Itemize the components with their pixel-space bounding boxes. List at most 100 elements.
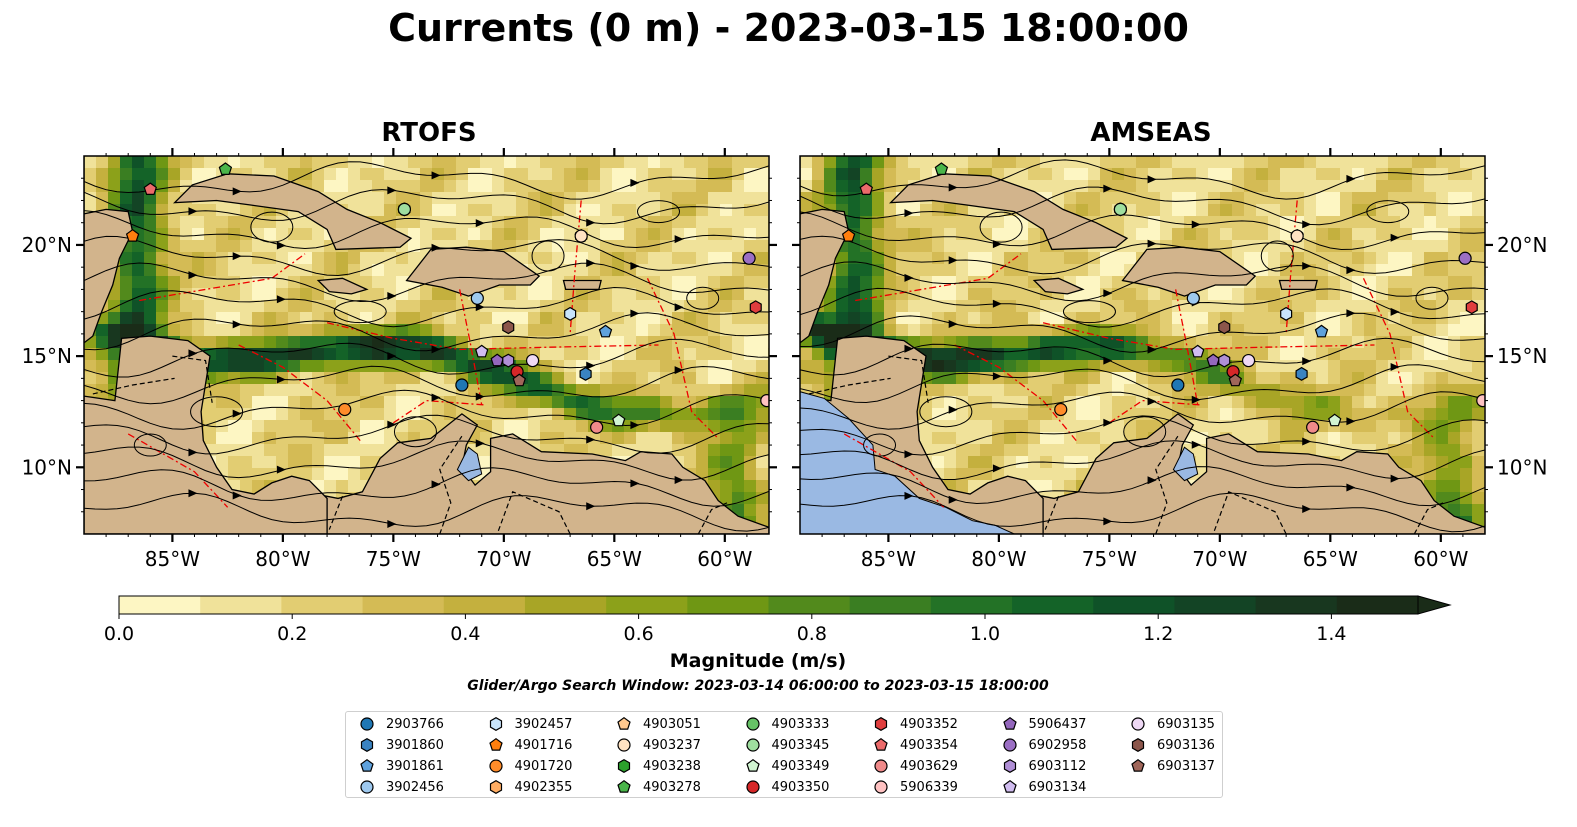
legend-marker	[1002, 738, 1017, 752]
platform-marker	[564, 306, 577, 321]
legend-item: 4903237	[615, 735, 701, 755]
colorbar-tick-label: 0.6	[623, 623, 653, 645]
legend-label: 6903134	[1028, 779, 1087, 795]
platform-marker	[749, 300, 762, 315]
platform-marker	[1218, 353, 1231, 368]
legend-marker	[1003, 759, 1016, 773]
map-panel-amseas[interactable]: 85°W 80°W 75°W 70°W 65°W 60°W 20°N 15°N 10°N	[792, 148, 1547, 571]
platform-marker	[470, 291, 484, 305]
colorbar-segment	[1093, 596, 1175, 614]
colorbar-segment	[606, 596, 688, 614]
legend-marker	[360, 758, 374, 772]
legend-label: 4903237	[643, 737, 701, 753]
platform-marker	[1290, 229, 1304, 243]
platform-marker	[1054, 402, 1068, 417]
platform-marker	[125, 228, 140, 242]
colorbar-extend-arrow	[1417, 595, 1452, 615]
map-panel-rtofs[interactable]: 85°W 80°W 75°W 70°W 65°W 60°W 20°N 15°N 10°N	[22, 148, 781, 571]
legend-label: 4903629	[900, 758, 958, 774]
colorbar-tick-label: 0.2	[277, 623, 307, 645]
legend-label: 3902457	[514, 716, 573, 732]
platform-marker	[1476, 393, 1485, 408]
lon-tick-label: 85°W	[145, 547, 200, 571]
platform-marker	[1206, 353, 1220, 367]
legend-item: 4903333	[744, 714, 829, 734]
legend-item: 3902456	[358, 777, 444, 797]
legend-item: 4903350	[744, 777, 829, 797]
platform-marker	[1328, 413, 1342, 427]
platform-marker	[1306, 420, 1320, 434]
legend-label: 6903137	[1157, 758, 1215, 774]
legend-marker	[745, 758, 760, 772]
colorbar: 0.0 0.2 0.4 0.6 0.8 1.0 1.2 1.4	[104, 595, 1452, 645]
legend-item: 5906339	[872, 777, 958, 797]
legend-label: 6903135	[1157, 716, 1215, 732]
lon-tick-label: 80°W	[255, 547, 310, 571]
platform-marker	[1314, 324, 1329, 338]
colorbar-segment	[1174, 596, 1257, 614]
legend-label: 3901861	[386, 758, 444, 774]
platform-marker	[1113, 202, 1128, 216]
platform-marker	[218, 162, 233, 175]
lon-tick-label: 60°W	[1413, 547, 1468, 571]
legend-marker-shape	[1131, 758, 1145, 772]
platform-marker	[525, 353, 540, 368]
legend-marker-shape	[1131, 717, 1145, 731]
legend-label: 4903238	[643, 758, 701, 774]
legend-marker	[874, 717, 888, 731]
legend-item: 6903137	[1129, 756, 1215, 776]
legend-marker	[874, 780, 888, 794]
colorbar-title: Magnitude (m/s)	[669, 650, 847, 672]
platform-marker	[1295, 366, 1308, 381]
lon-tick-label: 65°W	[1303, 547, 1358, 571]
legend-label: 6903112	[1028, 758, 1087, 774]
lon-tick-label: 60°W	[697, 547, 752, 571]
legend-marker-shape	[745, 758, 760, 772]
legend-marker	[745, 717, 760, 731]
legend-item: 4901716	[487, 735, 572, 755]
legend-marker-shape	[488, 759, 503, 773]
legend-marker	[874, 737, 888, 751]
legend-marker	[489, 717, 502, 731]
legend-item: 5906437	[1001, 714, 1086, 734]
lon-tick-label: 80°W	[971, 547, 1026, 571]
platform-marker	[1186, 291, 1200, 305]
platform-marker	[1241, 353, 1256, 368]
legend-marker	[360, 780, 374, 794]
legend-item: 4903278	[615, 777, 701, 797]
map-frame	[83, 155, 770, 535]
legend-item: 6903135	[1129, 714, 1215, 734]
legend-marker	[360, 717, 374, 731]
legend-marker	[617, 738, 631, 752]
legend-marker	[1131, 758, 1145, 772]
platform-marker	[590, 420, 604, 434]
colorbar-segment	[1336, 596, 1419, 614]
colorbar-segment	[930, 596, 1013, 614]
legend-label: 2903766	[386, 716, 444, 732]
colorbar-segment	[362, 596, 445, 614]
colorbar-segment	[1012, 596, 1094, 614]
lon-tick-label: 85°W	[861, 547, 916, 571]
panel-title-rtofs: RTOFS	[381, 118, 477, 148]
legend-label: 4903349	[771, 758, 830, 774]
legend-marker	[745, 738, 760, 752]
platform-marker	[502, 353, 515, 368]
legend-item: 4903345	[744, 735, 830, 755]
colorbar-segment	[768, 596, 851, 614]
platform-marker	[598, 324, 613, 338]
legend-marker	[617, 779, 631, 793]
legend-marker	[1002, 779, 1017, 793]
platform-marker	[512, 373, 527, 387]
map-axes: 85°W 80°W 75°W 70°W 65°W 60°W 20°N 15°N 10°N	[22, 148, 777, 571]
legend-label: 4903354	[900, 737, 958, 753]
colorbar-segment	[849, 596, 932, 614]
legend-marker-shape	[360, 758, 374, 772]
legend-item: 6903136	[1129, 735, 1215, 755]
map-axes: 85°W 80°W 75°W 70°W 65°W 60°W 20°N 15°N 10°N	[792, 148, 1547, 571]
legend-marker-shape	[1003, 759, 1016, 773]
legend-item: 3902457	[487, 714, 573, 734]
legend-label: 4903345	[771, 737, 830, 753]
legend-label: 3901860	[386, 737, 444, 753]
country-borders	[808, 355, 1444, 534]
